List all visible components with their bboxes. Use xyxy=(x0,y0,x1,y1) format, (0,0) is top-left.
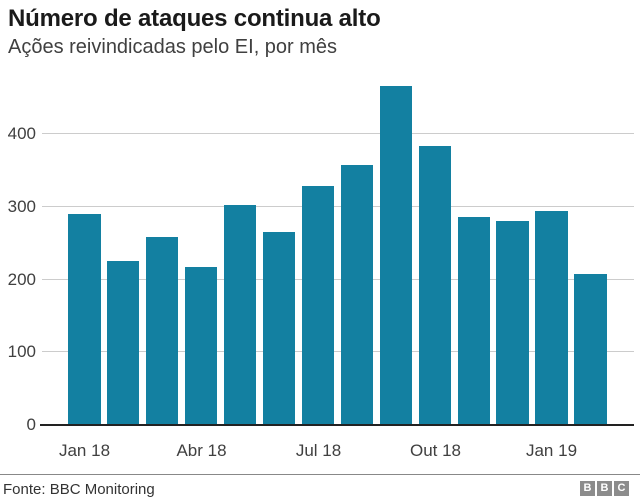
bars-group xyxy=(42,76,637,425)
bar-mar-18 xyxy=(145,236,179,425)
plot-area xyxy=(40,76,637,426)
y-tick-label-0: 0 xyxy=(26,415,36,434)
bar-set-18 xyxy=(379,86,413,425)
bar-dez-18 xyxy=(496,221,529,425)
bbc-logo-block-2: B xyxy=(597,481,612,496)
bar-abr-18 xyxy=(184,266,218,425)
chart-subtitle: Ações reivindicadas pelo EI, por mês xyxy=(8,36,338,58)
bar-nov-18 xyxy=(457,217,491,425)
y-tick-label-100: 100 xyxy=(7,342,36,362)
x-tick-label-jan-18: Jan 18 xyxy=(58,441,111,460)
gridline-300 xyxy=(42,205,634,207)
y-tick-label-200: 200 xyxy=(7,269,36,289)
bar-fev-19 xyxy=(574,273,607,425)
x-tick-label-out-18: Out 18 xyxy=(409,441,462,460)
bar-ago-18 xyxy=(340,164,374,425)
footer-divider xyxy=(0,474,640,475)
y-tick-label-400: 400 xyxy=(7,124,36,144)
y-tick-label-300: 300 xyxy=(7,196,36,216)
x-tick-label-abr-18: Abr 18 xyxy=(176,441,227,460)
chart-title: Número de ataques continua alto xyxy=(8,5,381,32)
x-tick-label-jul-18: Jul 18 xyxy=(295,441,342,460)
source-label: Fonte: BBC Monitoring xyxy=(3,481,155,498)
gridline-100 xyxy=(42,351,634,353)
bar-jul-18 xyxy=(301,185,335,425)
bar-mai-18 xyxy=(223,204,257,425)
bbc-logo-block-1: B xyxy=(580,481,595,496)
bar-jan-18 xyxy=(68,214,101,425)
bar-jan-19 xyxy=(535,211,568,425)
gridline-200 xyxy=(42,278,634,280)
x-axis-line xyxy=(40,424,634,426)
gridline-400 xyxy=(42,133,634,135)
bar-out-18 xyxy=(418,145,452,425)
bar-jun-18 xyxy=(262,232,296,425)
bar-fev-18 xyxy=(106,261,140,425)
x-tick-label-jan-19: Jan 19 xyxy=(525,441,578,460)
bbc-logo-block-3: C xyxy=(614,481,629,496)
